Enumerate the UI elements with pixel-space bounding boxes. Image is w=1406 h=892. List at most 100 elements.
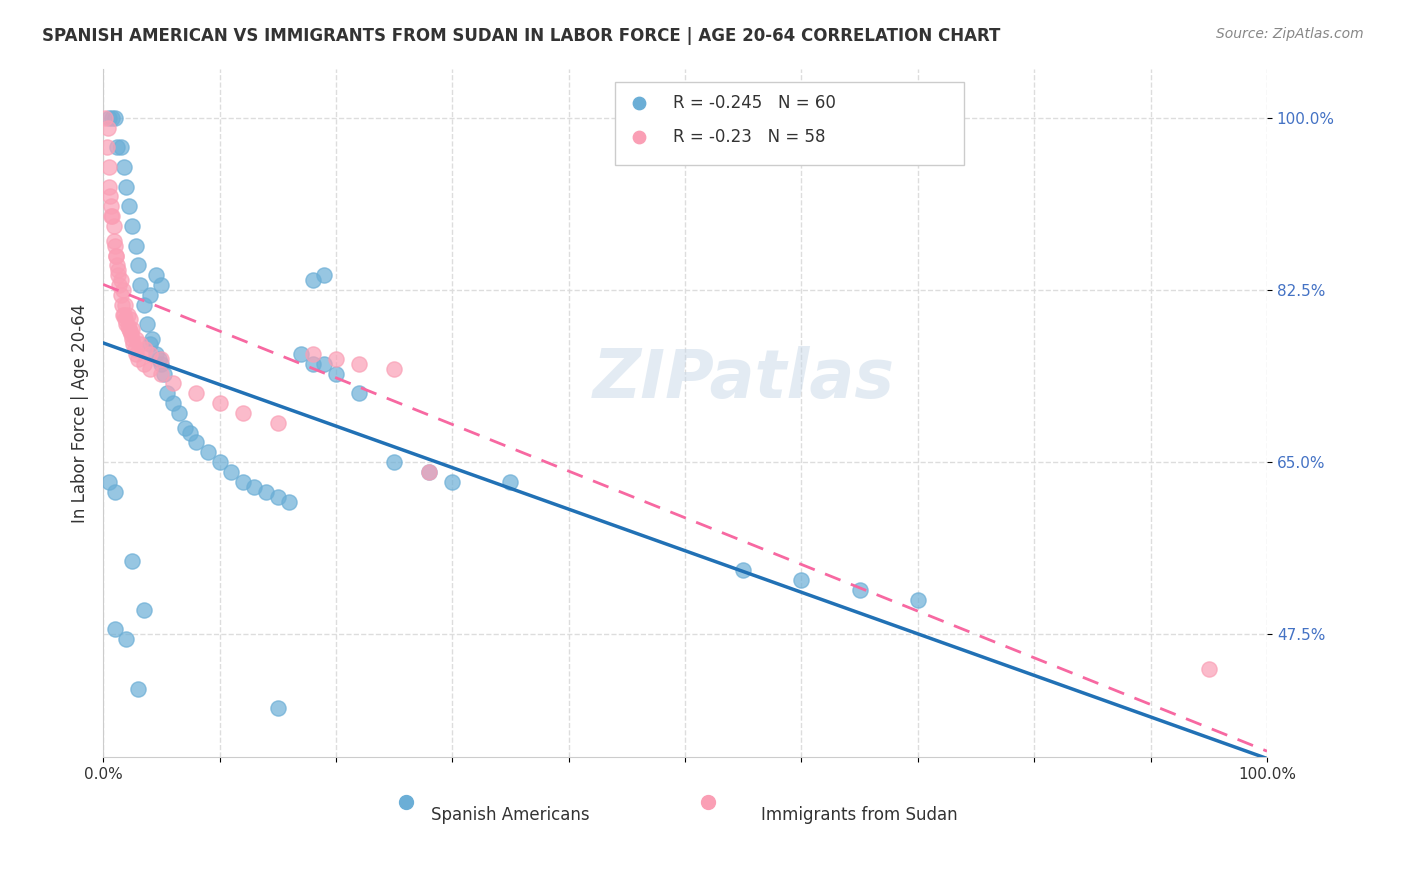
Point [186,386,208,401]
Point [118,199,141,213]
Point [347,386,370,401]
Point [382,455,405,469]
Point [111,308,134,322]
Point [110,273,132,287]
Point [108,278,131,293]
Point [267,416,290,430]
Point [1198,662,1220,676]
Point [179,425,201,440]
Point [125,347,148,361]
Point [114,312,136,326]
Point [127,681,149,696]
Point [129,337,152,351]
Point [150,367,173,381]
Point [104,111,127,125]
Point [145,347,167,361]
Point [267,490,290,504]
Point [121,553,143,567]
Text: R = -0.23   N = 58: R = -0.23 N = 58 [673,128,825,146]
Point [127,351,149,366]
Point [122,337,145,351]
Point [103,219,125,233]
Point [145,268,167,283]
Point [290,347,312,361]
Point [627,209,650,223]
Point [301,273,323,287]
Point [121,219,143,233]
Point [150,278,173,293]
Point [382,361,405,376]
Point [314,268,336,283]
Text: Immigrants from Sudan: Immigrants from Sudan [762,805,957,823]
Point [96,140,118,154]
Text: Source: ZipAtlas.com: Source: ZipAtlas.com [1216,27,1364,41]
Point [104,248,127,262]
Point [121,332,143,346]
Point [105,140,128,154]
Point [138,361,160,376]
Point [278,494,301,508]
Point [121,322,143,336]
Text: ZIPatlas: ZIPatlas [592,345,894,411]
Point [219,465,242,479]
Point [107,263,129,277]
Point [100,209,122,223]
Point [138,288,160,302]
Point [173,421,195,435]
Point [104,248,127,262]
Point [100,199,122,213]
Point [162,376,184,391]
Point [150,357,173,371]
Point [186,435,208,450]
Point [441,475,464,489]
Point [301,357,323,371]
Point [208,455,231,469]
Point [94,111,117,125]
Point [110,140,132,154]
Point [104,484,127,499]
Point [907,593,929,607]
FancyBboxPatch shape [616,82,965,165]
Point [208,396,231,410]
Point [97,475,120,489]
Point [197,445,219,459]
Text: R = -0.245   N = 60: R = -0.245 N = 60 [673,94,837,112]
Point [733,563,755,577]
Point [115,318,138,332]
Point [232,475,254,489]
Point [118,324,141,338]
Point [418,465,440,479]
Point [101,111,124,125]
Point [101,209,124,223]
Point [136,318,159,332]
Point [301,347,323,361]
Text: SPANISH AMERICAN VS IMMIGRANTS FROM SUDAN IN LABOR FORCE | AGE 20-64 CORRELATION: SPANISH AMERICAN VS IMMIGRANTS FROM SUDA… [42,27,1001,45]
Point [150,351,173,366]
Point [134,342,156,356]
Point [325,351,347,366]
Point [103,234,125,248]
Point [418,465,440,479]
Y-axis label: In Labor Force | Age 20-64: In Labor Force | Age 20-64 [72,303,89,523]
Point [127,258,149,272]
Point [347,357,370,371]
Point [132,357,155,371]
Point [97,111,120,125]
Point [314,357,336,371]
Point [112,160,135,174]
Point [97,160,120,174]
Point [499,475,522,489]
Point [325,367,347,381]
Point [790,574,813,588]
Point [104,238,127,252]
Point [104,623,127,637]
Point [115,179,138,194]
Point [141,332,163,346]
Point [167,406,190,420]
Point [243,480,266,494]
Point [156,386,179,401]
Point [129,278,152,293]
Point [125,332,148,346]
Point [114,298,136,312]
Point [148,351,170,366]
